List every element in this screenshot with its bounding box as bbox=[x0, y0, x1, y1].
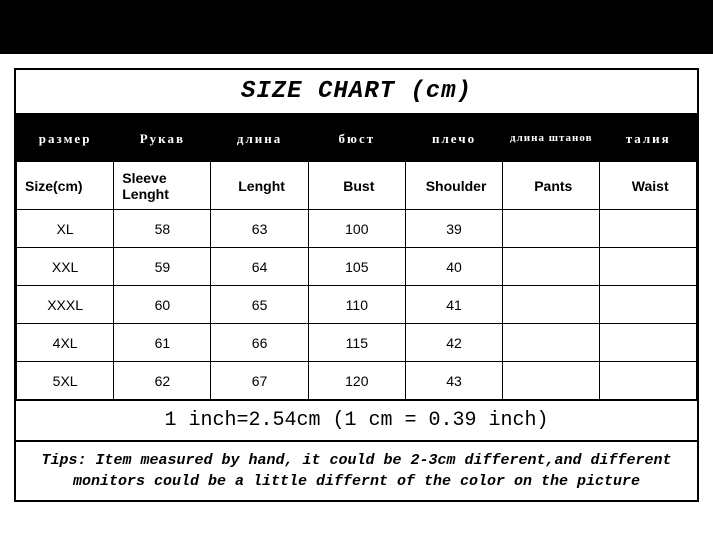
col-header-en-size: Size(cm) bbox=[17, 162, 114, 210]
cell-waist bbox=[600, 248, 697, 286]
cell-size: 4XL bbox=[17, 324, 114, 362]
cell-length: 65 bbox=[211, 286, 308, 324]
cell-shoulder: 43 bbox=[405, 362, 502, 400]
cell-bust: 120 bbox=[308, 362, 405, 400]
top-black-bar bbox=[0, 0, 713, 54]
cell-shoulder: 39 bbox=[405, 210, 502, 248]
cell-sleeve: 58 bbox=[114, 210, 211, 248]
header-row-russian: размер Рукав длина бюст плечо длина штан… bbox=[17, 116, 697, 162]
cell-bust: 110 bbox=[308, 286, 405, 324]
cell-shoulder: 42 bbox=[405, 324, 502, 362]
table-row: XXXL 60 65 110 41 bbox=[17, 286, 697, 324]
col-header-en-bust: Bust bbox=[308, 162, 405, 210]
cell-waist bbox=[600, 210, 697, 248]
header-row-english: Size(cm) Sleeve Lenght Lenght Bust Shoul… bbox=[17, 162, 697, 210]
cell-sleeve: 59 bbox=[114, 248, 211, 286]
cell-sleeve: 61 bbox=[114, 324, 211, 362]
cell-length: 67 bbox=[211, 362, 308, 400]
cell-pants bbox=[503, 248, 600, 286]
col-header-ru-size: размер bbox=[17, 116, 114, 162]
cell-size: 5XL bbox=[17, 362, 114, 400]
table-row: 5XL 62 67 120 43 bbox=[17, 362, 697, 400]
cell-size: XL bbox=[17, 210, 114, 248]
cell-sleeve: 62 bbox=[114, 362, 211, 400]
size-chart-container: SIZE CHART (cm) размер Рукав длина бюст … bbox=[14, 68, 699, 502]
cell-waist bbox=[600, 286, 697, 324]
table-row: XL 58 63 100 39 bbox=[17, 210, 697, 248]
size-chart-table: размер Рукав длина бюст плечо длина штан… bbox=[16, 115, 697, 400]
cell-pants bbox=[503, 324, 600, 362]
col-header-ru-waist: талия bbox=[600, 116, 697, 162]
col-header-en-shoulder: Shoulder bbox=[405, 162, 502, 210]
cell-pants bbox=[503, 286, 600, 324]
cell-bust: 100 bbox=[308, 210, 405, 248]
table-row: 4XL 61 66 115 42 bbox=[17, 324, 697, 362]
col-header-en-pants: Pants bbox=[503, 162, 600, 210]
cell-pants bbox=[503, 362, 600, 400]
col-header-en-length: Lenght bbox=[211, 162, 308, 210]
col-header-en-sleeve: Sleeve Lenght bbox=[114, 162, 211, 210]
col-header-ru-sleeve: Рукав bbox=[114, 116, 211, 162]
col-header-ru-bust: бюст bbox=[308, 116, 405, 162]
chart-title: SIZE CHART (cm) bbox=[16, 70, 697, 115]
col-header-ru-shoulder: плечо bbox=[405, 116, 502, 162]
tips-note: Tips: Item measured by hand, it could be… bbox=[16, 440, 697, 500]
cell-waist bbox=[600, 324, 697, 362]
col-header-en-waist: Waist bbox=[600, 162, 697, 210]
col-header-ru-length: длина bbox=[211, 116, 308, 162]
cell-sleeve: 60 bbox=[114, 286, 211, 324]
cell-shoulder: 40 bbox=[405, 248, 502, 286]
unit-conversion: 1 inch=2.54cm (1 cm = 0.39 inch) bbox=[16, 400, 697, 440]
col-header-ru-pants: длина штанов bbox=[503, 116, 600, 162]
cell-size: XXXL bbox=[17, 286, 114, 324]
cell-pants bbox=[503, 210, 600, 248]
cell-bust: 105 bbox=[308, 248, 405, 286]
cell-length: 63 bbox=[211, 210, 308, 248]
cell-waist bbox=[600, 362, 697, 400]
cell-length: 64 bbox=[211, 248, 308, 286]
cell-size: XXL bbox=[17, 248, 114, 286]
cell-shoulder: 41 bbox=[405, 286, 502, 324]
cell-length: 66 bbox=[211, 324, 308, 362]
cell-bust: 115 bbox=[308, 324, 405, 362]
table-row: XXL 59 64 105 40 bbox=[17, 248, 697, 286]
